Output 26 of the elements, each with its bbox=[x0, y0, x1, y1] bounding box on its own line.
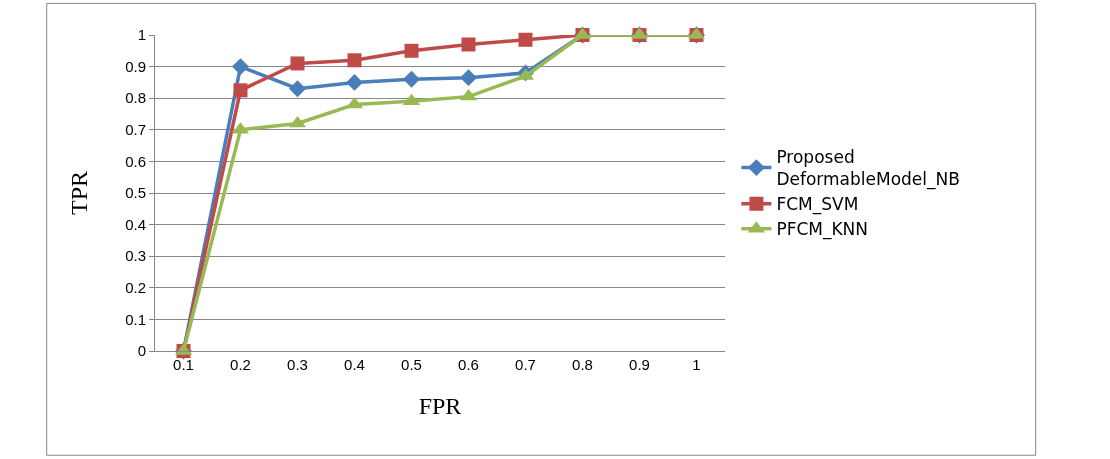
y-tick-label: 0.6 bbox=[125, 152, 146, 170]
legend-label: Proposed DeformableModel_NB bbox=[776, 147, 960, 191]
x-tick-label: 0.5 bbox=[401, 356, 422, 373]
x-tick-label: 0.9 bbox=[629, 356, 650, 373]
y-tick-label: 0 bbox=[137, 342, 146, 360]
x-tick-label: 0.6 bbox=[458, 356, 479, 373]
y-tick-label: 0.5 bbox=[125, 184, 146, 202]
x-tick-label: 0.3 bbox=[287, 356, 308, 373]
y-axis-title: TPR bbox=[66, 170, 93, 216]
y-tick-label: 0.8 bbox=[125, 89, 146, 107]
x-tick-label: 1 bbox=[692, 356, 701, 373]
legend-label: FCM_SVM bbox=[776, 194, 859, 216]
x-tick-label: 0.2 bbox=[230, 356, 251, 373]
y-tick-label: 0.2 bbox=[125, 279, 146, 297]
x-tick-label: 0.8 bbox=[572, 356, 593, 373]
y-tick-label: 0.3 bbox=[125, 247, 146, 265]
y-tick-label: 0.9 bbox=[125, 57, 146, 75]
y-tick-label: 0.4 bbox=[125, 215, 146, 233]
x-tick-label: 0.7 bbox=[515, 356, 536, 373]
legend-label: PFCM_KNN bbox=[776, 219, 869, 241]
x-tick-label: 0.1 bbox=[173, 356, 194, 373]
y-tick-label: 0.1 bbox=[125, 310, 146, 328]
x-axis-title: FPR bbox=[418, 393, 462, 420]
y-tick-label: 0.7 bbox=[125, 121, 146, 139]
x-tick-label: 0.4 bbox=[344, 356, 365, 373]
y-tick-label: 1 bbox=[137, 26, 146, 44]
